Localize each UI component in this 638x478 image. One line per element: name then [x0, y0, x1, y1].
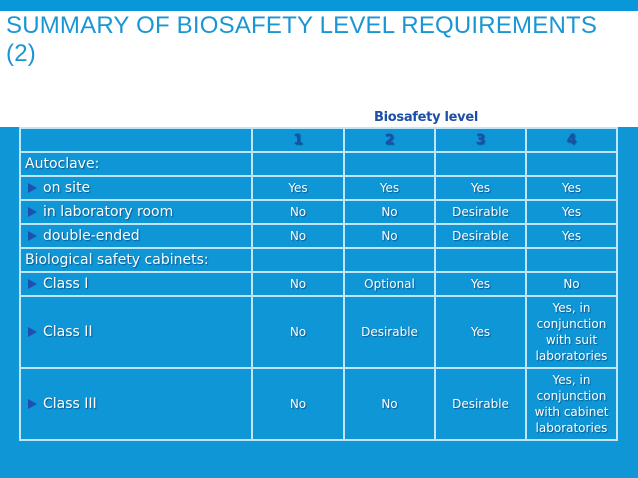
- row-label: on site: [19, 175, 253, 201]
- header-cell-blank: [19, 127, 253, 153]
- row-label: Class I: [19, 271, 253, 297]
- cell-level-3: [434, 247, 527, 273]
- cell-level-2: Yes: [343, 175, 436, 201]
- row-label: Autoclave:: [19, 151, 253, 177]
- row-label: Class III: [19, 367, 253, 441]
- cell-level-1: [251, 247, 345, 273]
- table-row-class-ii: Class II No Desirable Yes Yes, in conjun…: [19, 295, 618, 369]
- bullet-arrow-icon: [28, 183, 37, 193]
- row-label-text: in laboratory room: [43, 204, 174, 220]
- header-cell-level-3: 3: [434, 127, 527, 153]
- cell-level-3: Desirable: [434, 223, 527, 249]
- cell-level-4: Yes, in conjunction with cabinet laborat…: [525, 367, 618, 441]
- cell-level-2: [343, 151, 436, 177]
- cell-level-1: No: [251, 223, 345, 249]
- header-row: 1 2 3 4: [19, 127, 618, 153]
- cell-level-4: [525, 247, 618, 273]
- cell-level-4: Yes: [525, 199, 618, 225]
- row-label-text: Class I: [43, 276, 89, 292]
- cell-level-1: No: [251, 271, 345, 297]
- slide-title: SUMMARY OF BIOSAFETY LEVEL REQUIREMENTS …: [6, 12, 598, 67]
- row-label: Biological safety cabinets:: [19, 247, 253, 273]
- header-cell-level-2: 2: [343, 127, 436, 153]
- cell-level-3: [434, 151, 527, 177]
- row-label-text: Class II: [43, 324, 93, 340]
- cell-level-4: Yes: [525, 223, 618, 249]
- row-label: double-ended: [19, 223, 253, 249]
- table-row-class-i: Class I No Optional Yes No: [19, 271, 618, 297]
- bullet-arrow-icon: [28, 399, 37, 409]
- row-label-text: on site: [43, 180, 91, 196]
- cell-level-3: Yes: [434, 295, 527, 369]
- cell-level-3: Yes: [434, 271, 527, 297]
- cell-level-3: Yes: [434, 175, 527, 201]
- table-row-class-iii: Class III No No Desirable Yes, in conjun…: [19, 367, 618, 441]
- cell-level-4: Yes, in conjunction with suit laboratori…: [525, 295, 618, 369]
- requirements-table: 1 2 3 4 Autoclave: on site Yes Yes Yes Y…: [19, 127, 618, 441]
- cell-level-4: [525, 151, 618, 177]
- cell-level-2: No: [343, 199, 436, 225]
- bullet-arrow-icon: [28, 279, 37, 289]
- row-label-text: Biological safety cabinets:: [25, 252, 209, 268]
- bullet-arrow-icon: [28, 207, 37, 217]
- header-cell-level-1: 1: [251, 127, 345, 153]
- cell-level-1: Yes: [251, 175, 345, 201]
- table-row-biological-safety-cabinets: Biological safety cabinets:: [19, 247, 618, 273]
- cell-level-2: No: [343, 367, 436, 441]
- header-cell-level-4: 4: [525, 127, 618, 153]
- cell-level-4: Yes: [525, 175, 618, 201]
- table-row-on-site: on site Yes Yes Yes Yes: [19, 175, 618, 201]
- row-label-text: Class III: [43, 396, 97, 412]
- cell-level-1: No: [251, 367, 345, 441]
- cell-level-1: [251, 151, 345, 177]
- table-row-in-laboratory-room: in laboratory room No No Desirable Yes: [19, 199, 618, 225]
- cell-level-2: [343, 247, 436, 273]
- bullet-arrow-icon: [28, 327, 37, 337]
- cell-level-3: Desirable: [434, 367, 527, 441]
- row-label: in laboratory room: [19, 199, 253, 225]
- cell-level-2: Desirable: [343, 295, 436, 369]
- cell-level-4: No: [525, 271, 618, 297]
- bullet-arrow-icon: [28, 231, 37, 241]
- row-label-text: Autoclave:: [25, 156, 100, 172]
- row-label: Class II: [19, 295, 253, 369]
- cell-level-2: Optional: [343, 271, 436, 297]
- cell-level-2: No: [343, 223, 436, 249]
- row-label-text: double-ended: [43, 228, 140, 244]
- top-accent-bar: [0, 0, 638, 11]
- table-row-double-ended: double-ended No No Desirable Yes: [19, 223, 618, 249]
- cell-level-1: No: [251, 199, 345, 225]
- cell-level-3: Desirable: [434, 199, 527, 225]
- table-row-autoclave: Autoclave:: [19, 151, 618, 177]
- biosafety-level-caption: Biosafety level: [374, 110, 479, 125]
- cell-level-1: No: [251, 295, 345, 369]
